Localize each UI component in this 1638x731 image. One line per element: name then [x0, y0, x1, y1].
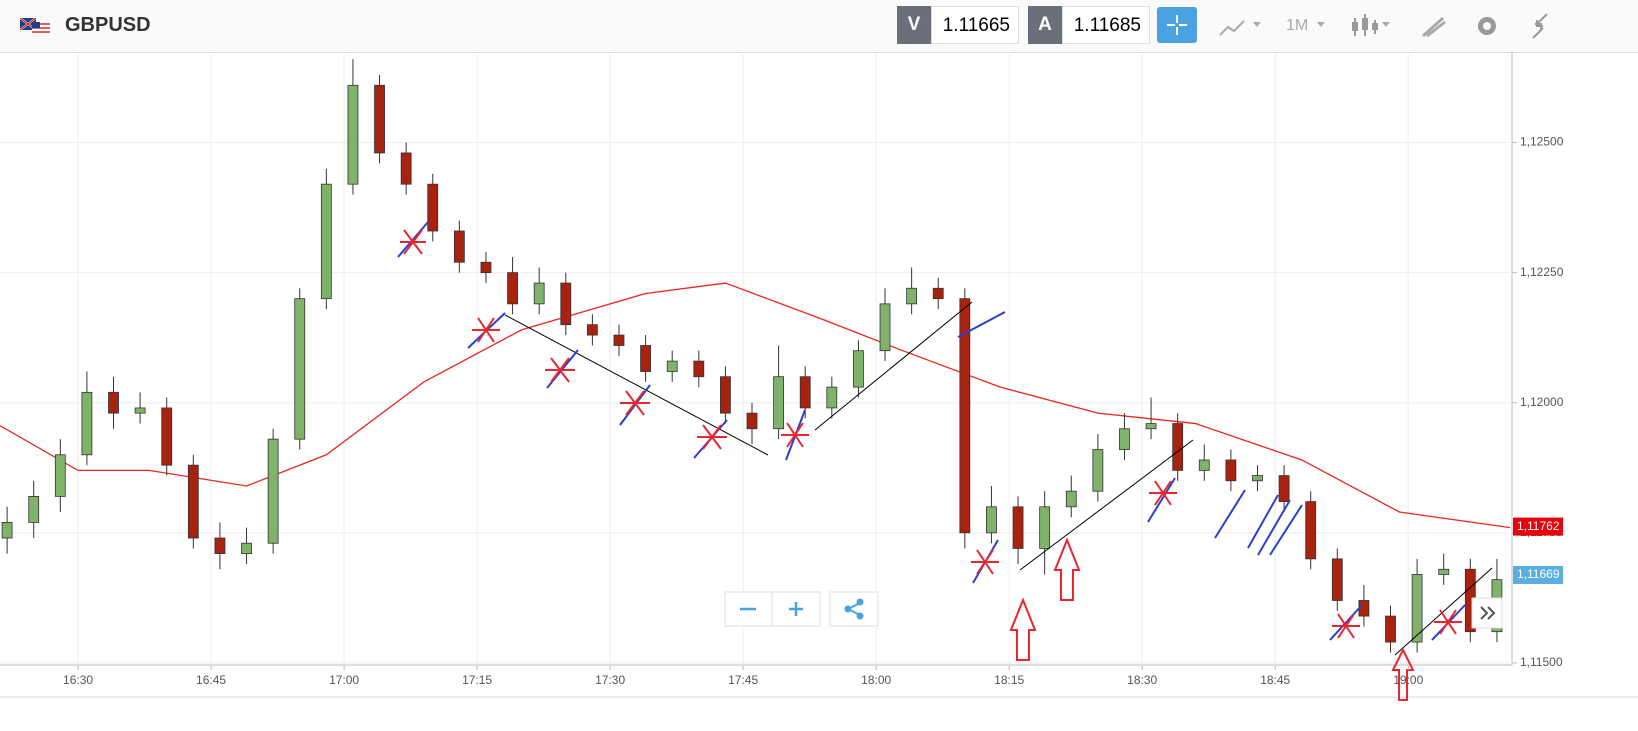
candle-body: [54, 454, 66, 497]
candle-body: [347, 84, 359, 185]
timeframe[interactable]: 1M: [1286, 17, 1309, 34]
candle-body: [586, 324, 598, 336]
x-tick-label: 17:15: [462, 673, 492, 687]
candle-body: [1438, 568, 1450, 575]
x-tick-label: 17:30: [595, 673, 625, 687]
candle-body: [187, 464, 199, 539]
candle-body: [1385, 615, 1396, 643]
candle-body: [294, 298, 306, 440]
ask-label: A: [1028, 6, 1062, 44]
candle-body: [1252, 475, 1263, 482]
symbol: GBPUSD: [65, 14, 151, 36]
x-tick-label: 19:00: [1393, 673, 1423, 687]
candle-body: [81, 391, 93, 456]
toolbar: GBPUSD V 1.11665 A 1.11685 1M: [0, 0, 1638, 53]
candle-body: [161, 407, 173, 466]
candle-body: [1039, 506, 1051, 549]
y-tick-label: 1,12250: [1520, 265, 1564, 279]
annotations: [397, 221, 1493, 701]
moving-average: [0, 282, 1511, 529]
bid-label: V: [897, 6, 931, 44]
candle-body: [720, 376, 731, 414]
candle-body: [640, 345, 651, 372]
zoom-controls: [724, 591, 1503, 629]
candle-body: [1411, 574, 1423, 643]
candle-body: [1198, 459, 1210, 471]
candle-body: [134, 407, 146, 414]
candle-body: [267, 438, 279, 544]
candle-body: [560, 282, 572, 326]
price-tag-label: 1,11762: [1517, 519, 1560, 533]
x-tick-label: 18:15: [994, 673, 1024, 687]
candle-body: [1172, 423, 1184, 471]
candle-body: [773, 376, 785, 430]
candle-body: [507, 272, 518, 305]
candle-body: [1225, 459, 1237, 482]
candle-body: [1, 522, 13, 539]
share-button[interactable]: [829, 591, 879, 627]
candle-body: [853, 350, 864, 388]
x-tick-label: 18:00: [861, 673, 891, 687]
price-tag-label: 1,11669: [1517, 567, 1560, 581]
candle-body: [799, 376, 811, 409]
candle-body: [427, 183, 439, 232]
candle-body: [1358, 600, 1370, 617]
candle-body: [1145, 423, 1157, 430]
x-tick-label: 17:45: [728, 673, 758, 687]
candle-body: [374, 84, 385, 154]
candle-body: [1305, 501, 1317, 560]
candle-body: [1012, 506, 1024, 549]
candle-body: [453, 230, 465, 263]
flags: [20, 18, 50, 34]
candle-body: [1278, 475, 1290, 503]
y-tick-label: 1,11500: [1520, 655, 1563, 669]
price-tag: [1513, 565, 1563, 584]
candle-body: [613, 334, 625, 346]
candle-body: [959, 298, 971, 534]
y-tick-label: 1,12000: [1520, 395, 1564, 409]
candle-body: [28, 495, 40, 523]
candle-body: [241, 542, 252, 555]
candle-body: [533, 282, 545, 305]
candle-body: [1119, 428, 1130, 450]
candle-body: [1092, 449, 1104, 492]
x-tick-label: 18:30: [1127, 673, 1157, 687]
crosshair-button[interactable]: [1157, 7, 1197, 43]
y-tick-label: 1,12500: [1520, 135, 1564, 149]
candle-body: [932, 287, 944, 300]
candle-body: [108, 391, 119, 414]
ask-price[interactable]: 1.11685: [1062, 6, 1150, 44]
candle-body: [986, 506, 997, 534]
candle-body: [320, 183, 332, 300]
candle-body: [666, 360, 678, 372]
candle-body: [1065, 490, 1077, 508]
x-tick-label: 16:30: [63, 673, 93, 687]
candle-body: [214, 537, 226, 555]
candle-body: [826, 386, 838, 409]
candle-body: [746, 412, 758, 430]
candle-body: [906, 287, 918, 305]
bid-price[interactable]: 1.11665: [931, 6, 1019, 44]
candle-body: [1331, 558, 1343, 601]
candle-body: [693, 360, 705, 378]
price-tag: [1513, 517, 1563, 536]
candle-body: [400, 152, 412, 185]
x-tick-label: 16:45: [196, 673, 226, 687]
candle-body: [879, 303, 891, 352]
x-tick-label: 17:00: [329, 673, 359, 687]
tool-icons[interactable]: [1205, 0, 1638, 52]
x-tick-label: 18:45: [1260, 673, 1290, 687]
candle-body: [480, 261, 492, 274]
